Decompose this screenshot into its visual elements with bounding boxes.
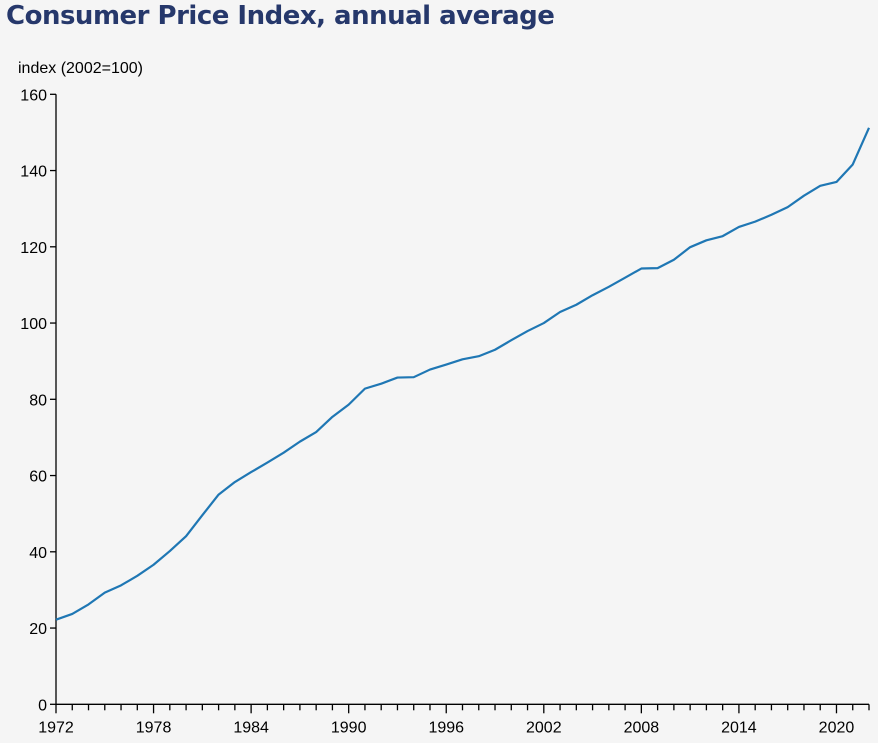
x-tick-label: 1996	[428, 719, 464, 736]
y-axis: 0 20 40 60 80 100 120 140 160	[20, 87, 57, 714]
chart-title: Consumer Price Index, annual average	[6, 1, 555, 31]
x-tick-label: 1990	[331, 719, 367, 736]
y-tick-label: 60	[29, 469, 47, 486]
y-tick-label: 100	[20, 316, 47, 333]
x-tick-label: 2002	[526, 719, 562, 736]
x-tick-label: 2014	[721, 719, 757, 736]
y-axis-title: index (2002=100)	[18, 60, 143, 77]
x-tick-label: 2008	[624, 719, 660, 736]
y-tick-label: 40	[29, 545, 47, 562]
series-group	[55, 127, 871, 621]
y-tick-label: 140	[20, 164, 47, 181]
y-tick-label: 80	[29, 392, 47, 409]
series-line-cpi	[55, 127, 871, 621]
y-tick-label: 20	[29, 621, 47, 638]
y-tick-label: 120	[20, 240, 47, 257]
y-tick-label: 160	[20, 87, 47, 104]
x-tick-label: 2020	[819, 719, 855, 736]
y-tick-label: 0	[38, 697, 47, 714]
x-axis: 1972 1978 1984 1990 1996 2002 2008 2014 2020	[38, 703, 870, 736]
x-tick-label: 1972	[38, 719, 74, 736]
x-tick-label: 1978	[136, 719, 172, 736]
x-tick-label: 1984	[233, 719, 269, 736]
